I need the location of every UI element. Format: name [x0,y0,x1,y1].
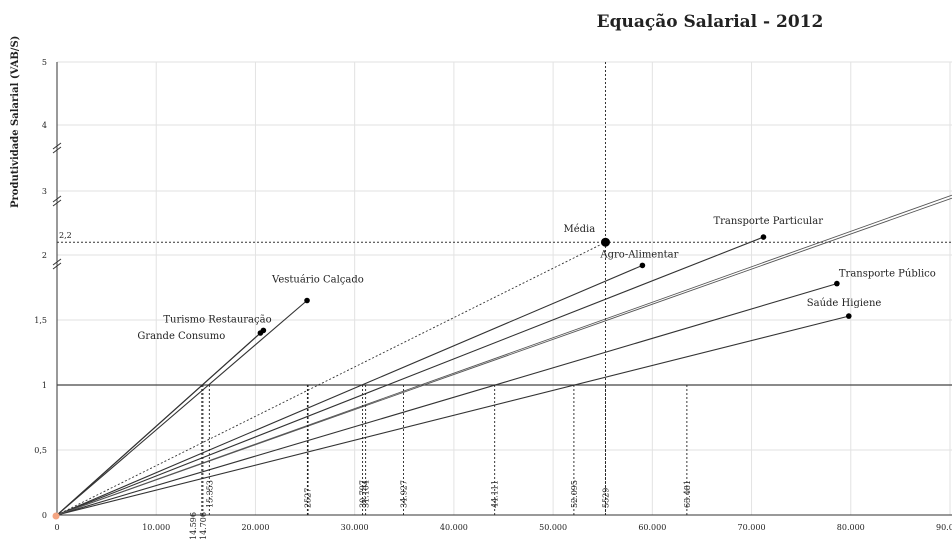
series-label: Transporte Público [839,269,936,280]
x-tick-label: 20.000 [241,523,269,532]
crossing-label: 63.481 [683,480,692,508]
crossing-label: 34.927 [400,480,409,508]
series-line [56,300,308,516]
chart-title: Equação Salarial - 2012 [596,12,824,32]
series-label: Vestuário Calçado [271,275,364,286]
crossing-label: 14.596 [189,512,198,540]
crossing-label: 44.111 [491,480,500,508]
series-label: Saúde Higiene [807,298,882,309]
y-tick-label: 0 [42,511,47,520]
data-point [600,237,610,247]
y-tick-label: 4 [42,121,47,130]
x-tick-label: 0 [54,523,59,532]
series-label: Agro-Alimentar [599,249,678,260]
series-label: Média [563,224,595,235]
series-line [56,236,764,516]
series-label: Grande Consumo [137,331,225,342]
axis-break-mark [52,195,62,207]
crossing-label: 2527 [304,488,313,508]
x-tick-label: 50.000 [539,523,567,532]
data-point [845,313,852,319]
crossing-label: 31.104 [362,480,371,508]
x-tick-label: 40.000 [440,523,468,532]
x-tick-label: 60.000 [638,523,666,532]
series-label: Transporte Particular [713,216,823,227]
crossing-label: 15.353 [205,480,214,508]
axis-break-mark [52,142,62,154]
series-line [56,315,849,516]
y-tick-label: 5 [42,58,47,67]
origin-marker [52,512,60,520]
data-point [639,262,646,269]
x-tick-label: 80.000 [837,523,865,532]
x-tick-label: 10.000 [142,523,170,532]
series-line [56,283,838,516]
crossing-label: 5529 [601,488,610,508]
data-point [834,280,840,287]
y-tick-label: 3 [42,187,47,196]
axis-break-mark [52,258,62,270]
data-point [257,330,264,336]
series-line [56,332,261,516]
crossing-label: 30.797 [359,480,368,508]
x-tick-label: 30.000 [341,523,369,532]
crossing-label: 14.706 [199,512,208,540]
y-tick-label: 0,5 [34,446,47,455]
data-point [760,234,767,240]
y-tick-label: 2 [42,251,47,260]
x-tick-label: 90.000 [936,523,952,532]
data-point [304,297,310,304]
series-label: Turismo Restauração [163,314,271,325]
x-tick-label: 70.000 [738,523,766,532]
trend-line [56,194,952,516]
trend-line [56,197,952,516]
y-tick-label: 1 [42,381,47,390]
series-line [56,264,643,516]
crossing-label: 52.095 [570,480,579,508]
mean-y-label: 2,2 [59,231,72,240]
y-tick-label: 1,5 [34,316,47,325]
